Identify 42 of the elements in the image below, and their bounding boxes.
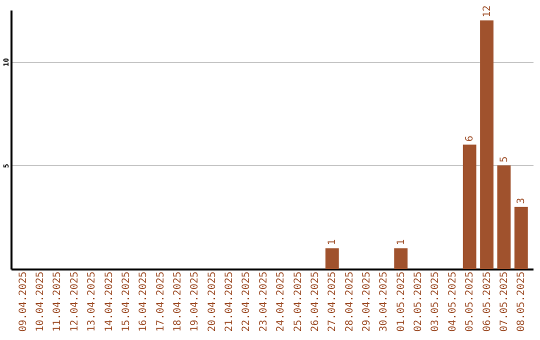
x-tick-label: 23.04.2025 <box>258 272 270 332</box>
data-label: 12 <box>482 5 493 18</box>
x-tick-label: 15.04.2025 <box>120 272 132 332</box>
bar <box>462 144 476 269</box>
x-tick-label: 14.04.2025 <box>104 272 115 332</box>
x-tick-label: 05.05.2025 <box>464 272 476 332</box>
bar <box>514 206 528 269</box>
x-tick-label: 07.05.2025 <box>498 272 510 332</box>
x-tick-label: 08.05.2025 <box>516 272 528 332</box>
x-tick-label: 12.04.2025 <box>69 272 80 332</box>
data-label: 1 <box>396 239 407 246</box>
x-tick-label: 28.04.2025 <box>344 272 356 332</box>
bar <box>497 165 511 269</box>
x-tick-label: 20.04.2025 <box>206 272 218 332</box>
x-tick-label: 01.05.2025 <box>396 272 407 332</box>
x-tick-label: 02.05.2025 <box>413 272 424 332</box>
x-tick-label: 16.04.2025 <box>138 272 150 332</box>
x-tick-label: 26.04.2025 <box>310 272 321 332</box>
x-tick-label: 06.05.2025 <box>482 272 493 332</box>
x-tick-label: 17.04.2025 <box>155 272 166 332</box>
x-tick-label: 10.04.2025 <box>35 272 46 332</box>
x-tick-label: 18.04.2025 <box>172 272 184 332</box>
x-tick-label: 30.04.2025 <box>378 272 390 332</box>
bar <box>480 20 494 269</box>
bar <box>394 248 408 269</box>
data-label: 3 <box>516 198 528 204</box>
x-tick-label: 24.04.2025 <box>276 272 287 332</box>
x-tick-label: 13.04.2025 <box>86 272 98 332</box>
x-tick-label: 09.04.2025 <box>18 272 29 332</box>
data-label: 1 <box>327 239 338 246</box>
x-tick-label: 03.05.2025 <box>430 272 442 332</box>
x-tick-label: 27.04.2025 <box>327 272 338 332</box>
x-tick-label: 11.04.2025 <box>52 272 64 332</box>
x-tick-label: 22.04.2025 <box>241 272 252 332</box>
bar <box>325 248 339 269</box>
x-tick-label: 29.04.2025 <box>362 272 373 332</box>
x-tick-label: 19.04.2025 <box>190 272 201 332</box>
x-tick-label: 04.05.2025 <box>447 272 458 332</box>
data-label: 6 <box>464 136 476 142</box>
data-label: 5 <box>498 156 510 162</box>
x-tick-label: 21.04.2025 <box>224 272 236 332</box>
x-tick-label: 25.04.2025 <box>292 272 304 332</box>
